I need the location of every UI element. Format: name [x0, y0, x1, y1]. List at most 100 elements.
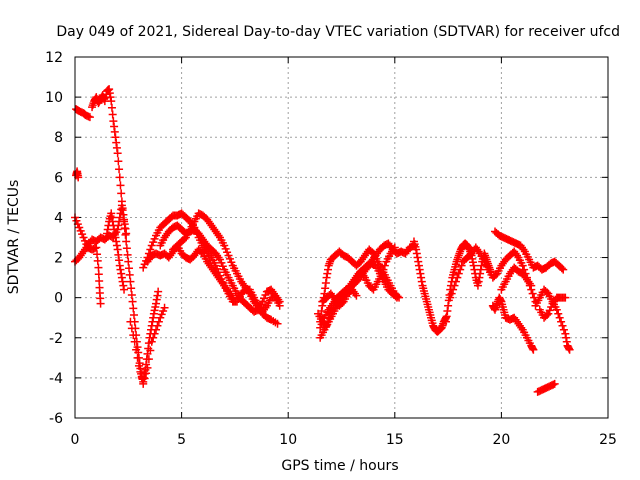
- data-point: [390, 243, 399, 252]
- data-point: [123, 250, 132, 259]
- series-arc-25: [497, 263, 536, 294]
- data-point: [129, 331, 138, 340]
- data-point: [542, 288, 551, 297]
- data-point: [136, 367, 145, 376]
- data-point: [144, 355, 153, 364]
- data-point: [322, 321, 331, 330]
- data-point: [92, 243, 101, 252]
- data-point: [127, 290, 136, 299]
- data-point: [527, 281, 536, 290]
- data-point: [128, 297, 137, 306]
- data-point: [129, 311, 138, 320]
- data-point: [454, 269, 463, 278]
- y-tick-label: -2: [49, 331, 63, 347]
- data-point: [126, 317, 135, 326]
- y-tick-label: 2: [54, 251, 63, 267]
- series-arc-6: [102, 209, 129, 294]
- data-point: [446, 293, 455, 302]
- data-point: [554, 309, 563, 318]
- data-points: [71, 85, 574, 396]
- data-point: [93, 250, 102, 259]
- data-point: [127, 324, 136, 333]
- data-point: [139, 379, 148, 388]
- data-point: [325, 313, 334, 322]
- y-tick-label: 8: [54, 130, 63, 146]
- series-arc-1: [72, 105, 94, 122]
- y-tick-label: 10: [45, 90, 63, 106]
- data-point: [113, 149, 122, 158]
- data-point: [379, 265, 388, 274]
- data-point: [132, 345, 141, 354]
- data-point: [197, 248, 206, 257]
- data-point: [557, 264, 566, 273]
- data-point: [114, 157, 123, 166]
- data-point: [115, 173, 124, 182]
- data-point: [125, 264, 134, 273]
- data-point: [542, 311, 551, 320]
- data-point: [491, 270, 500, 279]
- data-point: [146, 346, 155, 355]
- y-tick-label: 6: [54, 170, 63, 186]
- data-point: [107, 97, 116, 106]
- x-tick-label: 0: [71, 432, 80, 448]
- data-point: [149, 333, 158, 342]
- data-point: [150, 329, 159, 338]
- data-point: [133, 353, 142, 362]
- y-tick-label: -4: [49, 371, 63, 387]
- x-axis-label: GPS time / hours: [281, 458, 398, 474]
- chart-title: Day 049 of 2021, Sidereal Day-to-day VTE…: [56, 24, 620, 40]
- data-point: [129, 304, 138, 313]
- data-point: [518, 261, 527, 270]
- data-point: [120, 285, 129, 294]
- x-tick-label: 10: [279, 432, 297, 448]
- data-point: [447, 289, 456, 298]
- series-arc-20: [491, 227, 568, 274]
- series-arc-7: [126, 303, 169, 388]
- data-point: [555, 313, 564, 322]
- data-point: [122, 244, 131, 253]
- data-point: [180, 234, 189, 243]
- data-point: [552, 305, 561, 314]
- data-point: [273, 319, 282, 328]
- data-point: [147, 337, 156, 346]
- series-arc-10: [169, 209, 284, 316]
- x-tick-labels: 0 5 10 15 20 25: [71, 432, 617, 448]
- data-point: [559, 265, 568, 274]
- data-point: [143, 363, 152, 372]
- data-point: [528, 289, 537, 298]
- data-point: [378, 269, 387, 278]
- x-tick-label: 25: [599, 432, 617, 448]
- data-point: [565, 345, 574, 354]
- data-point: [142, 369, 151, 378]
- data-point: [130, 337, 139, 346]
- data-point: [122, 237, 131, 246]
- x-tick-label: 20: [492, 432, 510, 448]
- data-point: [561, 293, 570, 302]
- data-point: [95, 276, 104, 285]
- data-point: [457, 261, 466, 270]
- data-point: [140, 374, 149, 383]
- data-point: [451, 277, 460, 286]
- series-arc-24: [533, 379, 559, 396]
- series-arc-11: [143, 241, 237, 302]
- data-point: [125, 270, 134, 279]
- y-tick-label: 12: [45, 50, 63, 66]
- data-point: [453, 273, 462, 282]
- data-point: [352, 291, 361, 300]
- data-point: [107, 103, 116, 112]
- series-arc-16: [318, 285, 361, 310]
- data-point: [368, 248, 377, 257]
- y-tick-label: 0: [54, 291, 63, 307]
- data-point: [134, 361, 143, 370]
- data-point: [74, 173, 83, 182]
- data-point: [275, 301, 284, 310]
- data-point: [338, 299, 347, 308]
- series-arc-23: [535, 293, 570, 322]
- data-point: [393, 292, 402, 301]
- data-point: [395, 293, 404, 302]
- y-tick-label: 4: [54, 210, 63, 226]
- data-point: [559, 325, 568, 334]
- data-point: [93, 256, 102, 265]
- x-tick-label: 5: [177, 432, 186, 448]
